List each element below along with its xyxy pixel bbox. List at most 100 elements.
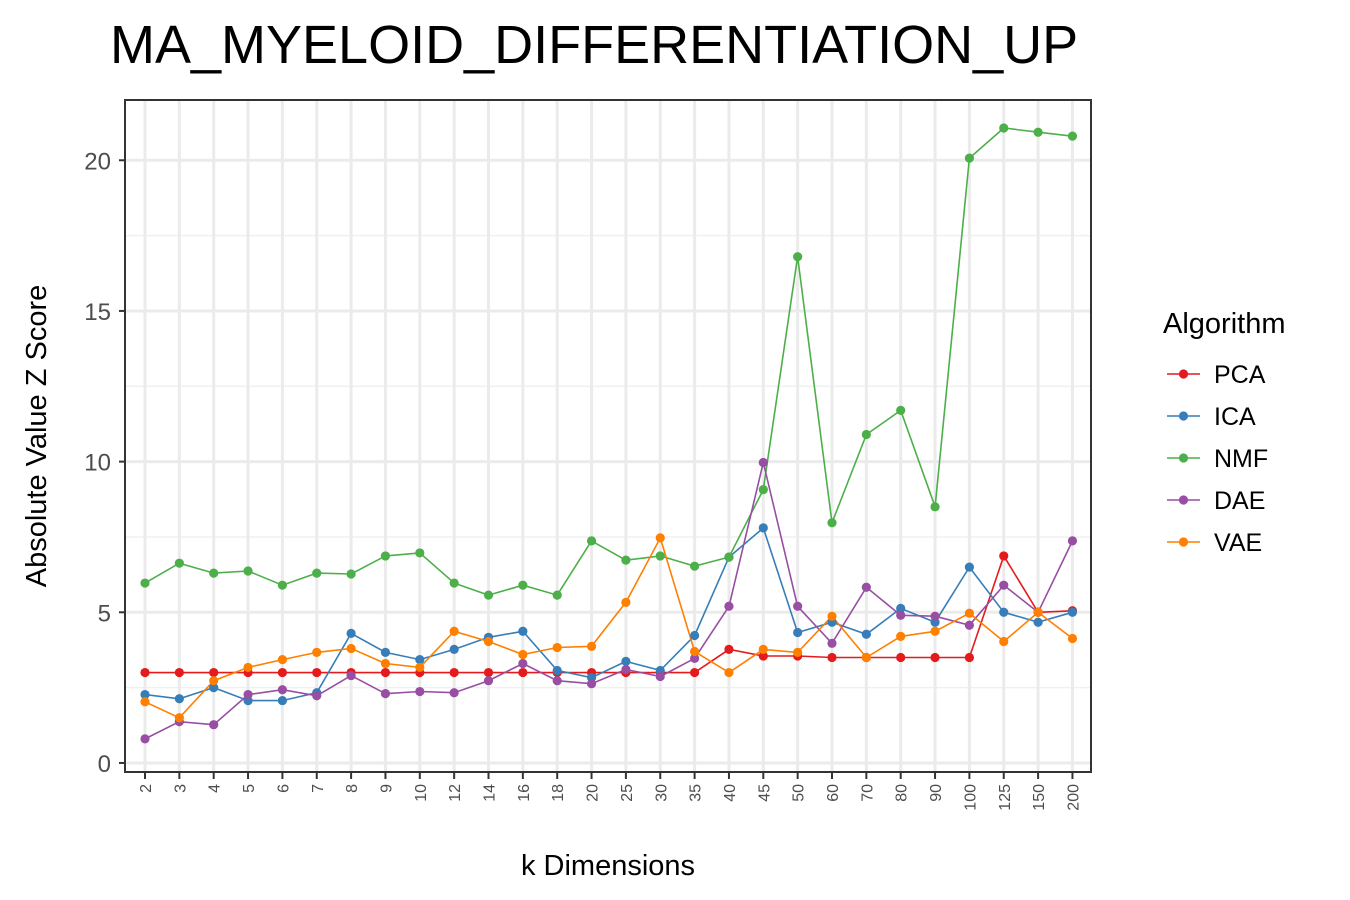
x-tick-label: 150 <box>1031 784 1048 811</box>
data-point-nmf <box>243 566 253 576</box>
data-point-nmf <box>209 568 219 578</box>
data-point-dae <box>243 689 253 700</box>
data-point-vae <box>312 647 322 657</box>
y-tick-label: 5 <box>98 600 111 627</box>
data-point-vae <box>999 636 1009 647</box>
data-point-dae <box>209 720 219 730</box>
data-point-vae <box>380 658 391 669</box>
data-point-nmf <box>999 123 1009 133</box>
data-point-pca <box>209 667 219 678</box>
data-point-vae <box>243 662 253 673</box>
data-point-vae <box>174 713 184 723</box>
data-point-vae <box>483 636 494 647</box>
data-point-dae <box>999 580 1009 590</box>
data-point-dae <box>415 686 425 697</box>
series-line-vae <box>144 535 1073 719</box>
data-point-nmf <box>1033 127 1043 137</box>
x-tick-label: 9 <box>378 784 395 793</box>
data-point-ica <box>140 689 150 700</box>
legend-key-point <box>1178 537 1189 547</box>
x-tick-label: 25 <box>619 784 636 802</box>
data-point-ica <box>1067 607 1078 617</box>
x-tick-label: 35 <box>688 784 705 802</box>
data-point-pca <box>312 667 322 678</box>
data-point-vae <box>690 646 700 657</box>
data-point-ica <box>174 694 184 704</box>
data-point-dae <box>758 457 768 468</box>
data-point-vae <box>724 667 734 678</box>
data-point-ica <box>415 654 425 665</box>
data-point-dae <box>655 671 665 682</box>
y-tick-label: 15 <box>84 299 111 326</box>
data-point-vae <box>1067 633 1078 644</box>
x-axis: 2 3 4 5 6 7 8 9 10 12 14 16 18 20 25 30 35 40 45 50 60 70 80 90… <box>138 772 1082 811</box>
data-point-pca <box>930 652 940 663</box>
x-tick-label: 6 <box>275 784 292 793</box>
data-point-vae <box>449 626 459 636</box>
data-point-dae <box>586 679 597 689</box>
data-point-dae <box>140 734 150 744</box>
data-point-nmf <box>346 569 356 579</box>
data-point-pca <box>827 652 837 663</box>
y-tick-label: 20 <box>84 148 111 175</box>
series-line-dae <box>144 462 1074 740</box>
y-axis-title: Absolute Value Z Score <box>21 285 53 588</box>
data-point-pca <box>758 651 768 661</box>
data-point-ica <box>758 523 768 533</box>
data-point-vae <box>655 533 665 543</box>
data-point-dae <box>552 676 562 686</box>
data-point-ica <box>1033 617 1043 627</box>
data-point-vae <box>277 654 287 665</box>
plot-border <box>124 99 1092 773</box>
data-point-pca <box>518 667 528 678</box>
x-tick-label: 14 <box>482 784 499 802</box>
data-point-nmf <box>896 405 906 415</box>
data-point-dae <box>930 611 940 621</box>
data-point-pca <box>174 667 184 678</box>
data-point-nmf <box>552 590 562 600</box>
data-point-ica <box>621 656 631 667</box>
data-point-nmf <box>174 558 184 568</box>
x-tick-label: 80 <box>894 784 911 802</box>
data-point-vae <box>518 649 528 660</box>
y-tick-label: 0 <box>98 751 111 778</box>
data-point-nmf <box>690 561 700 571</box>
data-point-nmf <box>415 548 425 558</box>
data-point-dae <box>793 601 803 611</box>
data-point-ica <box>861 629 871 639</box>
x-axis-title: k Dimensions <box>521 850 695 882</box>
x-tick-label: 60 <box>825 784 842 802</box>
series-layer <box>140 123 1078 744</box>
series-line-pca <box>145 554 1073 674</box>
data-point-ica <box>793 627 803 638</box>
data-point-vae <box>793 647 803 657</box>
data-point-pca <box>483 667 494 678</box>
y-tick-label: 10 <box>84 450 111 477</box>
x-tick-label: 12 <box>447 784 464 802</box>
chart-title: MA_MYELOID_DIFFERENTIATION_UP <box>110 15 1078 75</box>
data-point-dae <box>690 653 700 663</box>
x-tick-label: 40 <box>722 784 739 802</box>
data-point-vae <box>552 642 562 653</box>
data-point-nmf <box>621 555 631 565</box>
data-point-nmf <box>483 590 494 600</box>
legend: Algorithm PCA ICA NMF DAE VAE <box>1163 308 1286 557</box>
legend-label-nmf: NMF <box>1214 445 1268 473</box>
x-tick-label: 4 <box>207 784 224 793</box>
data-point-pca <box>724 644 734 654</box>
x-tick-label: 7 <box>310 784 327 793</box>
data-point-dae <box>964 620 975 630</box>
data-point-nmf <box>655 551 665 561</box>
grid-major <box>125 100 1091 772</box>
data-point-nmf <box>930 502 940 512</box>
data-point-dae <box>380 689 391 699</box>
y-axis: 0 5 10 15 20 <box>84 148 125 778</box>
data-point-nmf <box>518 580 528 590</box>
data-point-pca <box>999 551 1009 561</box>
x-tick-label: 3 <box>172 784 189 793</box>
data-point-nmf <box>758 485 768 495</box>
legend-label-vae: VAE <box>1214 529 1262 557</box>
data-point-vae <box>140 697 150 707</box>
legend-label-pca: PCA <box>1214 361 1266 389</box>
